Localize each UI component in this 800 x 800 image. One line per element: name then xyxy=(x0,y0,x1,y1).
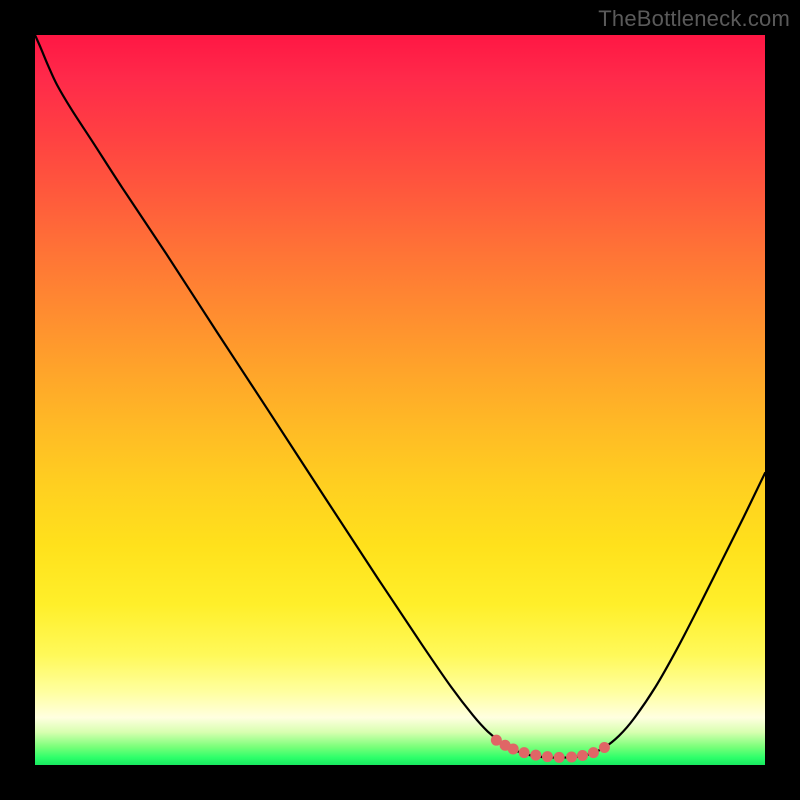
chart-container: TheBottleneck.com xyxy=(0,0,800,800)
highlight-dot xyxy=(577,750,588,761)
watermark-text: TheBottleneck.com xyxy=(598,6,790,32)
highlight-dot xyxy=(542,751,553,762)
highlight-dot xyxy=(554,752,565,763)
highlight-dot xyxy=(519,747,530,758)
highlight-dot xyxy=(599,742,610,753)
chart-svg xyxy=(0,0,800,800)
highlight-dot xyxy=(588,747,599,758)
highlight-dot xyxy=(530,750,541,761)
highlight-dot xyxy=(508,743,519,754)
highlight-dot xyxy=(566,751,577,762)
